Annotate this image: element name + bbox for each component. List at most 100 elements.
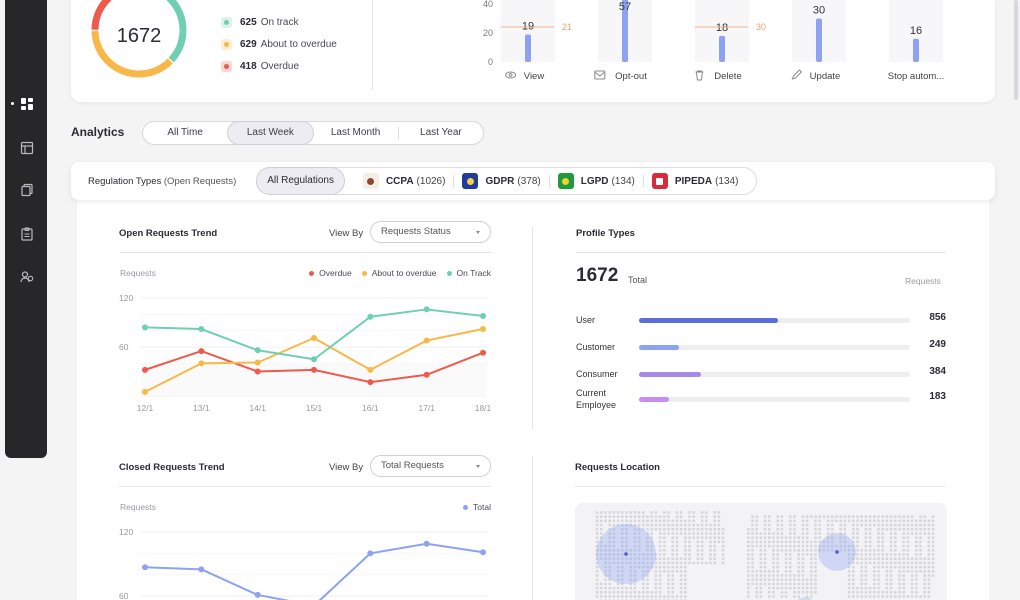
closed-view-by-select[interactable]: Total Requests [370, 455, 491, 477]
map-dot [751, 570, 754, 573]
map-dot [595, 511, 599, 514]
clipboard-icon[interactable] [19, 226, 35, 242]
map-dot [860, 574, 863, 577]
regulation-pipeda[interactable]: PIPEDA (134) [644, 173, 747, 189]
map-dot [931, 557, 935, 560]
map-dot [600, 553, 603, 556]
map-dot [923, 519, 926, 523]
map-dot [894, 536, 897, 539]
map-dot [864, 565, 868, 569]
range-option-all-time[interactable]: All Time [167, 127, 203, 138]
map-dot [910, 519, 914, 523]
map-dot [600, 515, 603, 518]
map-dot [910, 561, 914, 565]
map-dot [684, 586, 687, 590]
map-dot [902, 591, 905, 594]
regulation-lgpd[interactable]: LGPD (134) [550, 173, 643, 189]
map-dot [818, 549, 821, 552]
map-dot [646, 578, 649, 581]
map-dot [768, 591, 771, 594]
range-option-last-year[interactable]: Last Year [420, 127, 462, 138]
range-option-last-month[interactable]: Last Month [330, 127, 381, 138]
map-dot [595, 565, 599, 569]
map-dot [881, 523, 884, 527]
users-icon[interactable] [19, 269, 35, 285]
map-dot [797, 561, 800, 565]
map-dot [751, 544, 754, 548]
map-dot [906, 595, 910, 598]
map-dot [621, 515, 624, 518]
map-dot [768, 595, 771, 598]
all-regulations-button[interactable]: All Regulations [256, 167, 345, 195]
map-dot [898, 595, 901, 598]
map-dot [919, 544, 922, 548]
legend-item: Overdue [309, 268, 352, 278]
map-dot [747, 578, 750, 581]
map-dot [621, 574, 624, 577]
map-dot [671, 591, 674, 594]
map-dot [873, 586, 876, 590]
map-dot [663, 519, 666, 523]
scrollbar[interactable] [1014, 0, 1018, 100]
map-dot [751, 582, 754, 586]
divider [453, 175, 455, 187]
map-dot [759, 561, 763, 565]
map-dot [856, 523, 859, 527]
map-dot [755, 528, 758, 531]
map-dot [810, 553, 813, 556]
map-dot [650, 519, 653, 523]
map-dot [789, 561, 792, 565]
map-dot [898, 565, 901, 569]
map-dot [860, 523, 863, 527]
requests-location-title: Requests Location [575, 462, 660, 473]
map-dot [671, 553, 674, 556]
map-dot [915, 582, 918, 586]
map-dot [621, 561, 624, 565]
map-dot [621, 553, 624, 556]
y-tick-label: 40 [483, 0, 493, 9]
map-dot [915, 549, 918, 552]
map-dot [894, 544, 897, 548]
map-dot [931, 565, 935, 569]
map-dot [826, 532, 830, 535]
range-option-last-week[interactable]: Last Week [227, 121, 314, 145]
dashboard-icon[interactable] [19, 96, 35, 112]
y-tick-label: 120 [119, 293, 133, 303]
map-dot [910, 565, 914, 569]
map-dot [608, 536, 611, 539]
legend-count: 629 [240, 38, 257, 50]
open-view-by-select[interactable]: Requests Status [370, 221, 491, 243]
map-dot [604, 574, 607, 577]
map-dot [637, 528, 641, 531]
map-dot [747, 570, 750, 573]
map-dot [864, 553, 868, 556]
map-dot [646, 557, 649, 560]
table-icon[interactable] [19, 140, 35, 156]
map-dot [877, 536, 880, 539]
copy-icon[interactable] [19, 182, 35, 198]
regulation-ccpa[interactable]: CCPA (1026) [355, 173, 454, 189]
location-marker [835, 550, 839, 554]
map-dot [772, 582, 775, 586]
map-dot [675, 553, 679, 556]
map-dot [898, 582, 901, 586]
map-dot [679, 515, 683, 518]
map-dot [826, 544, 830, 548]
map-dot [839, 549, 842, 552]
map-dot [789, 536, 792, 539]
map-dot [889, 574, 893, 577]
map-dot [763, 549, 767, 552]
map-dot [658, 519, 662, 523]
map-dot [721, 544, 725, 548]
world-map[interactable] [575, 503, 947, 600]
map-dot [814, 553, 817, 556]
regulation-gdpr[interactable]: GDPR (378) [454, 173, 548, 189]
map-dot [625, 532, 628, 535]
map-dot [646, 536, 649, 539]
map-dot [818, 540, 821, 544]
map-dot [881, 540, 884, 544]
map-dot [675, 544, 679, 548]
map-dot [759, 582, 763, 586]
map-dot [696, 528, 700, 531]
map-dot [696, 532, 700, 535]
